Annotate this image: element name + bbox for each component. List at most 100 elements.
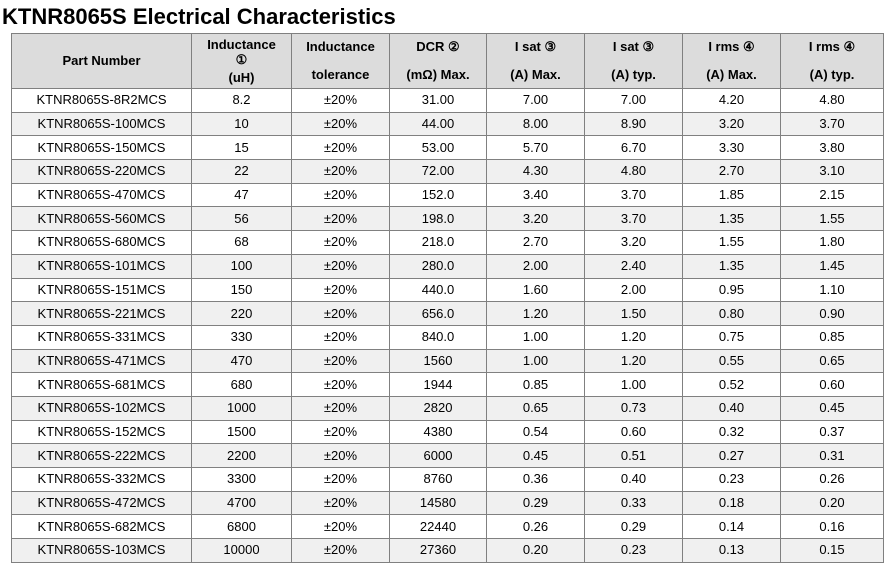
part-number-cell: KTNR8065S-470MCS [11, 182, 192, 208]
inductance-cell: 56 [191, 206, 292, 232]
irms-typ-cell: 0.20 [780, 490, 884, 516]
part-number-cell: KTNR8065S-680MCS [11, 230, 192, 255]
dcr-cell: 31.00 [389, 88, 487, 113]
dcr-cell: 4380 [389, 419, 487, 445]
tolerance-cell: ±20% [291, 324, 390, 350]
header-inductance-line1: Inductance [207, 36, 276, 52]
irms-max-cell: 1.85 [682, 182, 781, 208]
tolerance-cell: ±20% [291, 372, 390, 397]
isat-max-cell: 0.36 [486, 467, 585, 492]
inductance-cell: 330 [191, 324, 292, 350]
table-row: KTNR8065S-152MCS 1500 ±20% 4380 0.54 0.60 0.32… [11, 419, 884, 445]
irms-max-cell: 1.55 [682, 230, 781, 255]
isat-max-cell: 3.40 [486, 182, 585, 208]
isat-max-cell: 2.00 [486, 253, 585, 279]
inductance-cell: 4700 [191, 490, 292, 516]
table-row: KTNR8065S-100MCS 10 ±20% 44.00 8.00 8.90 3.20 3… [11, 111, 884, 137]
table-row: KTNR8065S-221MCS 220 ±20% 656.0 1.20 1.50 0.80… [11, 301, 884, 326]
isat-typ-cell: 7.00 [584, 88, 683, 113]
irms-typ-cell: 3.70 [780, 111, 884, 137]
part-number-cell: KTNR8065S-471MCS [11, 348, 192, 374]
inductance-cell: 3300 [191, 467, 292, 492]
tolerance-cell: ±20% [291, 490, 390, 516]
irms-max-cell: 4.20 [682, 88, 781, 113]
header-dcr-line1: DCR ② [416, 39, 460, 54]
inductance-cell: 68 [191, 230, 292, 255]
tolerance-cell: ±20% [291, 348, 390, 374]
isat-typ-cell: 1.20 [584, 324, 683, 350]
header-irms-max: I rms ④ (A) Max. [682, 33, 781, 89]
header-tolerance: Inductance tolerance [291, 33, 390, 89]
isat-typ-cell: 2.40 [584, 253, 683, 279]
irms-max-cell: 3.30 [682, 135, 781, 161]
irms-max-cell: 1.35 [682, 253, 781, 279]
tolerance-cell: ±20% [291, 395, 390, 421]
isat-typ-cell: 3.20 [584, 230, 683, 255]
irms-max-cell: 0.14 [682, 514, 781, 540]
isat-max-cell: 0.26 [486, 514, 585, 540]
irms-typ-cell: 0.45 [780, 395, 884, 421]
electrical-characteristics-table: Part Number Inductance ① (uH) Inductance… [11, 33, 884, 563]
table-row: KTNR8065S-682MCS 6800 ±20% 22440 0.26 0.29 0.1… [11, 514, 884, 540]
table-row: KTNR8065S-220MCS 22 ±20% 72.00 4.30 4.80 2.70 3… [11, 159, 884, 184]
table-row: KTNR8065S-332MCS 3300 ±20% 8760 0.36 0.40 0.23… [11, 467, 884, 492]
isat-typ-cell: 0.40 [584, 467, 683, 492]
table-body: KTNR8065S-8R2MCS 8.2 ±20% 31.00 7.00 7.00 4.20… [11, 88, 884, 563]
dcr-cell: 72.00 [389, 159, 487, 184]
header-isat-max: I sat ③ (A) Max. [486, 33, 585, 89]
irms-max-cell: 0.95 [682, 277, 781, 303]
part-number-cell: KTNR8065S-103MCS [11, 538, 192, 563]
header-isat-typ: I sat ③ (A) typ. [584, 33, 683, 89]
tolerance-cell: ±20% [291, 88, 390, 113]
inductance-cell: 10 [191, 111, 292, 137]
dcr-cell: 280.0 [389, 253, 487, 279]
inductance-cell: 10000 [191, 538, 292, 563]
table-row: KTNR8065S-150MCS 15 ±20% 53.00 5.70 6.70 3.30 3… [11, 135, 884, 161]
table-row: KTNR8065S-103MCS 10000 ±20% 27360 0.20 0.23 0.… [11, 538, 884, 563]
table-header-row: Part Number Inductance ① (uH) Inductance… [11, 33, 884, 89]
table-row: KTNR8065S-471MCS 470 ±20% 1560 1.00 1.20 0.55 0… [11, 348, 884, 374]
inductance-cell: 22 [191, 159, 292, 184]
isat-max-cell: 3.20 [486, 206, 585, 232]
irms-typ-cell: 4.80 [780, 88, 884, 113]
irms-typ-cell: 1.10 [780, 277, 884, 303]
inductance-cell: 680 [191, 372, 292, 397]
isat-max-cell: 0.54 [486, 419, 585, 445]
irms-max-cell: 2.70 [682, 159, 781, 184]
isat-max-cell: 1.20 [486, 301, 585, 326]
tolerance-cell: ±20% [291, 277, 390, 303]
irms-max-cell: 3.20 [682, 111, 781, 137]
irms-typ-cell: 0.26 [780, 467, 884, 492]
isat-max-cell: 1.60 [486, 277, 585, 303]
part-number-cell: KTNR8065S-101MCS [11, 253, 192, 279]
isat-typ-cell: 1.20 [584, 348, 683, 374]
inductance-cell: 1000 [191, 395, 292, 421]
irms-typ-cell: 3.80 [780, 135, 884, 161]
table-row: KTNR8065S-331MCS 330 ±20% 840.0 1.00 1.20 0.75… [11, 324, 884, 350]
isat-max-cell: 0.20 [486, 538, 585, 563]
header-dcr-unit: (mΩ) Max. [406, 67, 470, 82]
inductance-cell: 470 [191, 348, 292, 374]
header-part-number-label: Part Number [62, 53, 141, 68]
part-number-cell: KTNR8065S-332MCS [11, 467, 192, 492]
tolerance-cell: ±20% [291, 230, 390, 255]
header-dcr: DCR ② (mΩ) Max. [389, 33, 487, 89]
irms-typ-cell: 0.65 [780, 348, 884, 374]
tolerance-cell: ±20% [291, 206, 390, 232]
irms-typ-cell: 0.37 [780, 419, 884, 445]
isat-typ-cell: 3.70 [584, 206, 683, 232]
tolerance-cell: ±20% [291, 538, 390, 563]
tolerance-cell: ±20% [291, 514, 390, 540]
irms-typ-cell: 1.55 [780, 206, 884, 232]
header-irms-max-unit: (A) Max. [706, 67, 757, 82]
header-tolerance-line2: tolerance [311, 67, 370, 82]
header-inductance: Inductance ① (uH) [191, 33, 292, 89]
irms-typ-cell: 0.85 [780, 324, 884, 350]
isat-max-cell: 0.65 [486, 395, 585, 421]
header-inductance-note: ① [235, 51, 248, 67]
part-number-cell: KTNR8065S-151MCS [11, 277, 192, 303]
tolerance-cell: ±20% [291, 111, 390, 137]
isat-typ-cell: 0.73 [584, 395, 683, 421]
irms-typ-cell: 0.31 [780, 443, 884, 468]
dcr-cell: 22440 [389, 514, 487, 540]
